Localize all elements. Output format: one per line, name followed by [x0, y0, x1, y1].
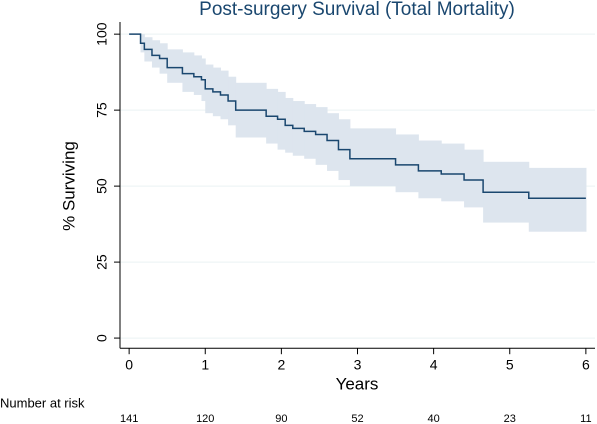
ci-band	[277, 91, 286, 150]
at-risk-count: 40	[427, 413, 439, 424]
y-tick-label: 0	[94, 334, 110, 342]
ci-band	[418, 140, 442, 199]
ci-band	[585, 167, 587, 232]
at-risk-count: 23	[504, 413, 516, 424]
ci-band	[151, 40, 161, 68]
at-risk-count: 120	[196, 413, 214, 424]
at-risk-count: 90	[275, 413, 287, 424]
x-tick-label: 1	[201, 357, 209, 373]
ci-band	[528, 167, 587, 232]
y-tick-label: 100	[94, 22, 110, 46]
ci-band	[441, 143, 465, 202]
ci-band	[167, 49, 183, 83]
x-tick-label: 5	[506, 357, 514, 373]
x-tick-label: 2	[277, 357, 285, 373]
ci-band	[193, 55, 202, 95]
y-tick-label: 75	[94, 102, 110, 118]
y-tick-label: 25	[94, 254, 110, 270]
ci-band	[395, 134, 419, 193]
survival-line	[129, 33, 586, 200]
at-risk-count: 141	[120, 413, 138, 424]
ci-band	[349, 128, 397, 187]
x-tick-label: 0	[125, 357, 133, 373]
at-risk-count: 11	[580, 413, 591, 424]
x-tick-label: 6	[582, 357, 590, 373]
x-tick-label: 3	[354, 357, 362, 373]
chart-title: Post-surgery Survival (Total Mortality)	[199, 0, 515, 20]
ci-band	[315, 107, 328, 165]
y-axis-label: % Surviving	[59, 141, 78, 231]
ci-band	[464, 149, 484, 208]
x-axis-label: Years	[336, 374, 379, 393]
ci-band	[182, 52, 195, 92]
risk-label: Number at risk	[0, 395, 85, 410]
x-tick-label: 4	[430, 357, 438, 373]
ci-band	[327, 113, 339, 171]
y-tick-label: 50	[94, 178, 110, 194]
at-risk-count: 52	[351, 413, 363, 424]
